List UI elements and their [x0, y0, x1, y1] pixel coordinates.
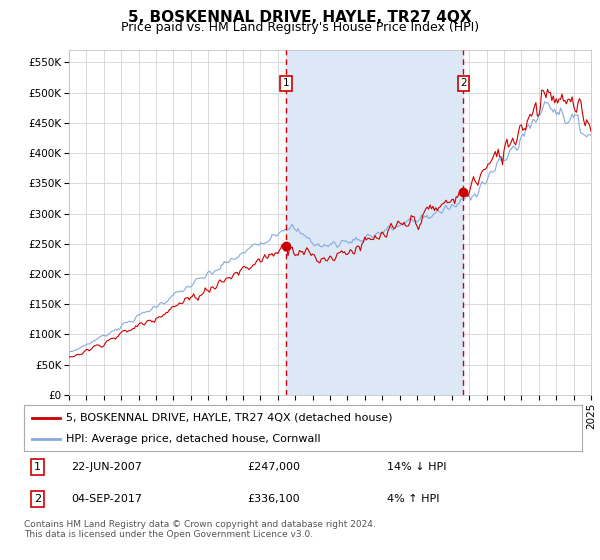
Text: 04-SEP-2017: 04-SEP-2017	[71, 494, 142, 504]
Text: 2: 2	[34, 494, 41, 504]
Text: 5, BOSKENNAL DRIVE, HAYLE, TR27 4QX (detached house): 5, BOSKENNAL DRIVE, HAYLE, TR27 4QX (det…	[66, 413, 392, 423]
Text: HPI: Average price, detached house, Cornwall: HPI: Average price, detached house, Corn…	[66, 435, 320, 444]
Text: £336,100: £336,100	[247, 494, 300, 504]
Text: Price paid vs. HM Land Registry's House Price Index (HPI): Price paid vs. HM Land Registry's House …	[121, 21, 479, 34]
Text: 2: 2	[460, 78, 467, 88]
Text: Contains HM Land Registry data © Crown copyright and database right 2024.
This d: Contains HM Land Registry data © Crown c…	[24, 520, 376, 539]
Text: 1: 1	[34, 462, 41, 472]
Bar	[286, 50, 463, 395]
Text: 14% ↓ HPI: 14% ↓ HPI	[387, 462, 446, 472]
Text: 4% ↑ HPI: 4% ↑ HPI	[387, 494, 439, 504]
Text: 1: 1	[283, 78, 289, 88]
Text: 5, BOSKENNAL DRIVE, HAYLE, TR27 4QX: 5, BOSKENNAL DRIVE, HAYLE, TR27 4QX	[128, 10, 472, 25]
Text: £247,000: £247,000	[247, 462, 300, 472]
Text: 22-JUN-2007: 22-JUN-2007	[71, 462, 142, 472]
